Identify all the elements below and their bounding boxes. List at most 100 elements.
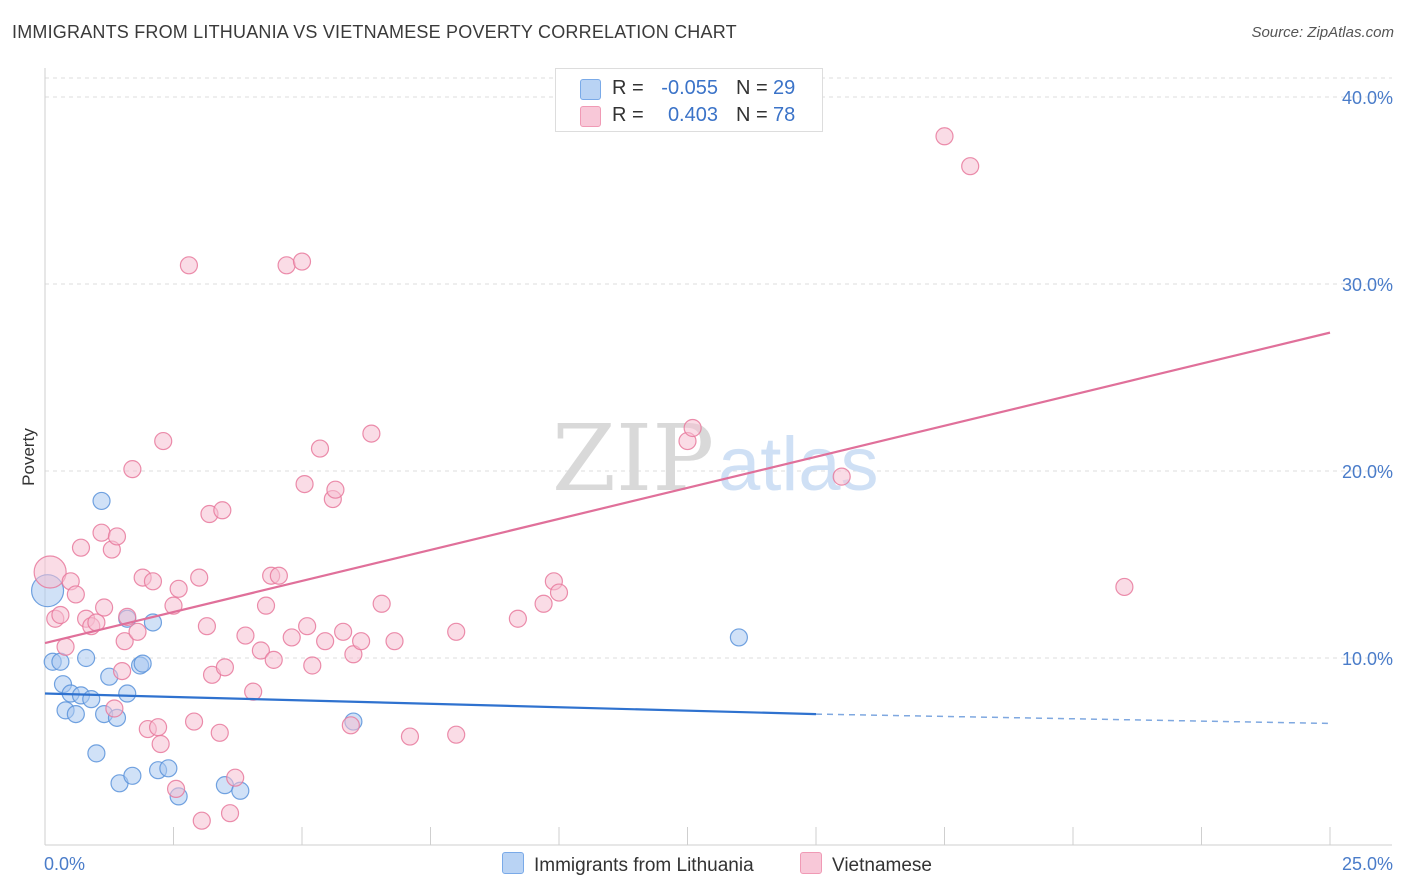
point-lithuania: [77, 648, 96, 668]
point-lithuania: [729, 628, 749, 647]
point-vietnamese: [105, 699, 124, 718]
point-vietnamese: [66, 585, 85, 604]
legend-r-value: 0.403: [667, 104, 718, 126]
point-vietnamese: [385, 632, 404, 651]
point-vietnamese: [269, 566, 288, 585]
point-lithuania: [123, 766, 142, 785]
point-vietnamese: [226, 768, 245, 787]
point-vietnamese: [179, 256, 199, 275]
legend-n-label: N =: [736, 104, 768, 126]
trend-lines: [44, 331, 1331, 725]
point-vietnamese: [95, 598, 114, 617]
point-vietnamese: [832, 467, 851, 486]
y-tick-label: 20.0%: [1342, 462, 1393, 482]
trend-line-lithuania-extrapolated: [815, 713, 1331, 725]
point-vietnamese: [169, 579, 188, 598]
source-label: Source: ZipAtlas.com: [1251, 24, 1394, 41]
point-vietnamese: [154, 431, 173, 451]
x-tick-label-min: 0.0%: [44, 854, 85, 874]
point-vietnamese: [935, 127, 954, 146]
point-vietnamese: [215, 658, 234, 677]
point-vietnamese: [277, 256, 296, 275]
bottom-legend-swatch-vietnamese: [800, 852, 822, 874]
point-vietnamese: [400, 727, 420, 746]
point-vietnamese: [184, 712, 204, 731]
point-vietnamese: [56, 637, 75, 656]
legend-n-label: N =: [736, 77, 768, 99]
point-lithuania: [92, 491, 111, 511]
point-vietnamese: [256, 596, 276, 615]
bottom-legend-lithuania: Immigrants from Lithuania: [502, 852, 754, 877]
point-vietnamese: [210, 723, 229, 742]
point-vietnamese: [112, 661, 132, 681]
point-vietnamese: [683, 418, 702, 438]
legend-r-value: -0.055: [661, 77, 718, 99]
point-vietnamese: [352, 632, 371, 651]
bottom-legend-vietnamese: Vietnamese: [800, 852, 932, 877]
point-vietnamese: [372, 594, 391, 613]
point-vietnamese: [143, 572, 163, 591]
point-vietnamese: [33, 555, 67, 589]
point-lithuania: [159, 759, 178, 778]
tick-labels: 10.0% 20.0% 30.0% 40.0% 0.0% 25.0%: [44, 88, 1393, 874]
point-lithuania: [87, 744, 106, 763]
point-vietnamese: [197, 617, 217, 636]
legend-swatch-vietnamese: [580, 106, 601, 127]
chart-title: IMMIGRANTS FROM LITHUANIA VS VIETNAMESE …: [12, 22, 737, 42]
point-lithuania: [82, 690, 101, 709]
point-vietnamese: [107, 527, 127, 546]
point-vietnamese: [166, 779, 186, 799]
point-vietnamese: [92, 523, 111, 542]
point-vietnamese: [334, 622, 353, 641]
point-vietnamese: [508, 609, 527, 628]
point-vietnamese: [295, 474, 314, 494]
bottom-legend-label-lithuania: Immigrants from Lithuania: [534, 855, 754, 876]
point-vietnamese: [326, 480, 345, 499]
point-vietnamese: [316, 632, 335, 651]
axes: [44, 68, 1392, 846]
legend-n-value: 29: [773, 77, 796, 99]
legend-r-label: R =: [612, 104, 644, 126]
point-vietnamese: [303, 656, 322, 675]
point-vietnamese: [264, 650, 283, 669]
point-vietnamese: [362, 424, 381, 443]
correlation-legend: R = -0.055 N = 29 R = 0.403 N = 78: [555, 68, 823, 132]
point-vietnamese: [244, 682, 263, 701]
legend-r-label: R =: [612, 77, 644, 99]
point-vietnamese: [236, 626, 255, 645]
point-vietnamese: [534, 594, 553, 613]
point-vietnamese: [251, 641, 270, 660]
point-vietnamese: [220, 804, 240, 823]
trend-line-lithuania: [44, 692, 817, 716]
point-lithuania: [66, 704, 85, 724]
point-vietnamese: [151, 734, 170, 754]
point-vietnamese: [123, 460, 142, 479]
point-vietnamese: [447, 725, 466, 744]
legend-n-value: 78: [773, 104, 796, 126]
point-vietnamese: [447, 622, 466, 641]
bottom-legend-label-vietnamese: Vietnamese: [832, 855, 932, 876]
y-tick-label: 30.0%: [1342, 275, 1393, 295]
trend-line-vietnamese: [44, 331, 1331, 645]
legend-swatch-lithuania: [580, 79, 601, 100]
point-vietnamese: [148, 718, 168, 737]
bottom-legend-swatch-lithuania: [502, 852, 524, 874]
point-vietnamese: [192, 811, 211, 830]
gridlines: [45, 77, 1392, 659]
point-vietnamese: [190, 568, 209, 587]
point-lithuania: [118, 684, 137, 703]
point-vietnamese: [298, 617, 317, 636]
point-vietnamese: [961, 157, 980, 176]
point-vietnamese: [213, 501, 232, 520]
y-tick-label: 40.0%: [1342, 88, 1393, 108]
point-vietnamese: [128, 622, 147, 641]
y-tick-label: 10.0%: [1342, 649, 1393, 669]
point-vietnamese: [282, 628, 301, 647]
point-lithuania: [133, 654, 152, 673]
data-points: [30, 127, 1134, 830]
x-tick-label-max: 25.0%: [1342, 854, 1393, 874]
point-vietnamese: [1115, 577, 1134, 597]
y-axis-title: Poverty: [19, 428, 38, 486]
point-vietnamese: [115, 632, 134, 651]
